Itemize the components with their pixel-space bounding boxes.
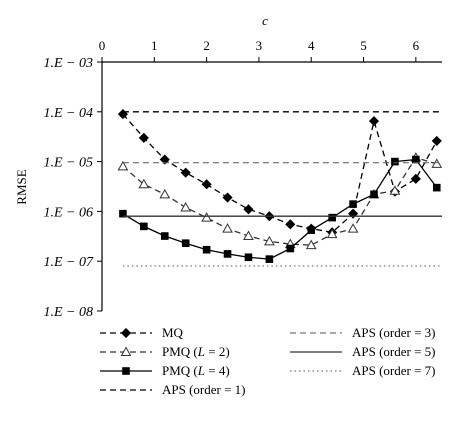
- legend-item-pmq-l2: PMQ (L = 2): [100, 344, 230, 359]
- data-point-pmq-l4: [119, 209, 127, 218]
- data-point-pmq-l4: [370, 190, 378, 199]
- legend-item-aps-order-7: APS (order = 7): [290, 363, 436, 378]
- data-point-pmq-l2: [201, 212, 212, 222]
- y-tick-label: 1.E − 03: [44, 56, 94, 71]
- legend-label: APS (order = 5): [352, 344, 436, 359]
- data-point-pmq-l2: [159, 188, 171, 199]
- data-point-mq: [159, 154, 170, 165]
- data-point-mq: [201, 179, 212, 190]
- data-point-pmq-l2: [180, 201, 192, 212]
- data-point-pmq-l2: [222, 223, 233, 233]
- data-point-mq: [222, 192, 233, 203]
- x-tick-label: 2: [203, 38, 210, 53]
- x-tick-label: 6: [413, 38, 420, 53]
- data-point-pmq-l4: [307, 226, 316, 234]
- data-point-pmq-l4: [391, 157, 399, 166]
- data-point-pmq-l4: [412, 155, 420, 164]
- x-tick-label: 3: [256, 38, 263, 53]
- data-point-pmq-l2: [305, 239, 317, 250]
- data-point-pmq-l4: [223, 250, 232, 258]
- data-point-pmq-l2: [347, 223, 359, 233]
- y-axis-label: RMSE: [14, 169, 29, 204]
- data-point-pmq-l2: [431, 158, 443, 168]
- x-axis: 0 1 2 3 4 5 6: [99, 38, 420, 62]
- legend-swatch-marker: [122, 367, 130, 375]
- data-point-mq: [180, 167, 191, 178]
- series-line-mq: [122, 113, 438, 233]
- data-point-pmq-l4: [244, 253, 253, 262]
- data-point-pmq-l2: [243, 230, 254, 241]
- x-tick-label: 1: [151, 38, 158, 53]
- data-point-pmq-l2: [138, 178, 150, 189]
- series-line-pmq-l2: [122, 156, 437, 246]
- series-line-pmq-l4: [122, 158, 438, 260]
- legend-swatch-marker: [120, 346, 132, 356]
- data-point-mq: [138, 132, 149, 143]
- data-point-pmq-l4: [328, 213, 336, 222]
- y-tick-label: 1.E − 08: [44, 305, 94, 320]
- data-point-pmq-l4: [432, 183, 441, 192]
- data-point-mq: [243, 204, 254, 215]
- data-point-pmq-l2: [326, 228, 338, 239]
- y-axis: 1.E − 03 1.E − 04 1.E − 05 1.E − 06 1.E − 07…: [44, 56, 102, 320]
- series-mq: [117, 109, 442, 238]
- x-axis-label: c: [262, 13, 268, 28]
- x-tick-label: 4: [308, 38, 315, 53]
- series-layer: [117, 109, 443, 267]
- data-point-mq: [431, 135, 442, 146]
- legend: MQ PMQ (L = 2) PMQ (L = 4) APS (order = 1) A…: [100, 325, 436, 397]
- data-point-mq: [285, 219, 296, 230]
- data-point-pmq-l4: [202, 245, 211, 254]
- y-tick-label: 1.E − 07: [44, 255, 94, 270]
- series-pmq-l2: [117, 152, 443, 250]
- legend-label: MQ: [162, 325, 184, 340]
- series-pmq-l4: [119, 155, 441, 263]
- legend-label: PMQ (L = 4): [162, 363, 230, 378]
- legend-item-pmq-l4: PMQ (L = 4): [100, 363, 230, 378]
- data-point-mq: [348, 208, 359, 219]
- x-tick-label: 5: [360, 38, 367, 53]
- legend-label: PMQ (L = 2): [162, 344, 230, 359]
- data-point-pmq-l4: [181, 239, 190, 247]
- x-tick-label: 0: [99, 38, 106, 53]
- data-point-mq: [368, 116, 380, 127]
- legend-item-aps-order-3: APS (order = 3): [290, 325, 436, 340]
- data-point-pmq-l4: [349, 200, 357, 208]
- data-point-pmq-l4: [140, 222, 148, 231]
- plot-frame: [101, 61, 442, 311]
- y-tick-label: 1.E − 06: [44, 205, 94, 220]
- legend-label: APS (order = 1): [162, 382, 246, 397]
- legend-item-aps-order-5: APS (order = 5): [290, 344, 436, 359]
- data-point-mq: [410, 173, 421, 184]
- legend-item-mq: MQ: [100, 325, 184, 340]
- y-tick-label: 1.E − 04: [44, 106, 94, 121]
- data-point-pmq-l4: [160, 232, 169, 240]
- data-point-pmq-l4: [265, 255, 274, 263]
- data-point-pmq-l2: [264, 235, 275, 246]
- data-point-pmq-l2: [117, 160, 129, 171]
- legend-label: APS (order = 3): [352, 325, 436, 340]
- data-point-pmq-l2: [389, 185, 401, 195]
- data-point-pmq-l4: [286, 244, 295, 253]
- legend-item-aps-order-1: APS (order = 1): [100, 382, 246, 397]
- legend-swatch-marker: [120, 327, 132, 339]
- y-tick-label: 1.E − 05: [44, 156, 94, 171]
- legend-label: APS (order = 7): [352, 363, 436, 378]
